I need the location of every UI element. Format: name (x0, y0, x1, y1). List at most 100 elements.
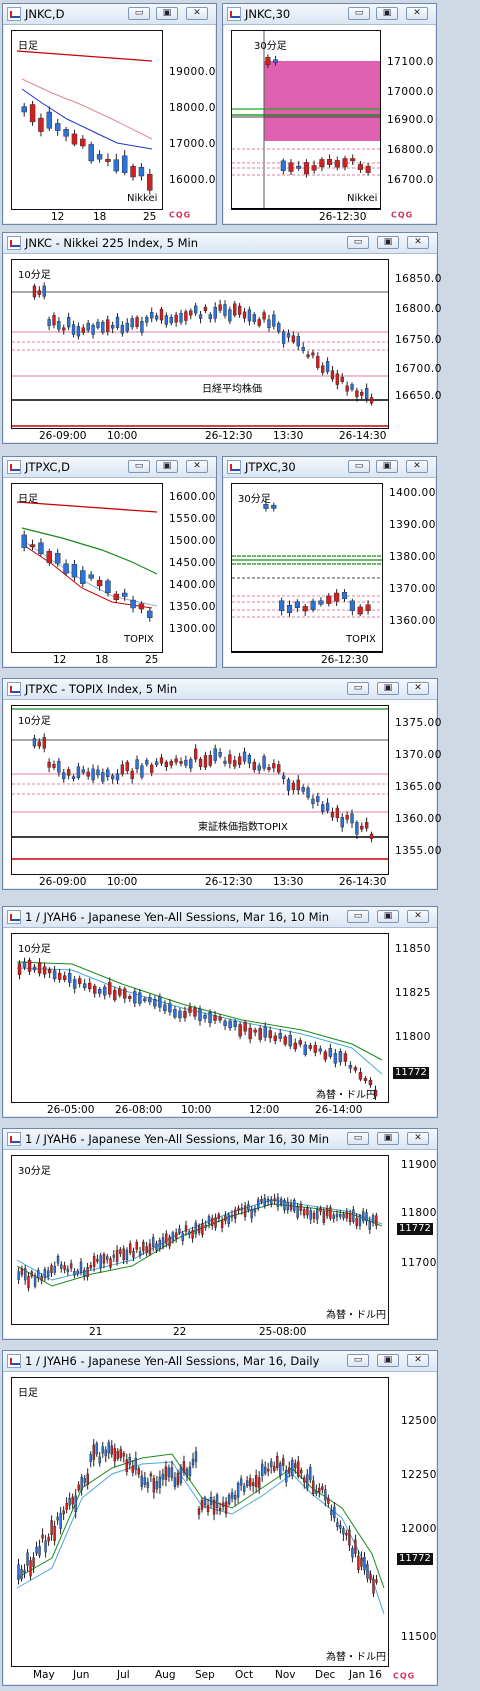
candle-body (98, 989, 102, 994)
candlestick-chart (16, 957, 383, 1101)
candle-body (321, 1486, 324, 1490)
candle-body (168, 1236, 171, 1247)
close-button[interactable]: ✕ (407, 682, 429, 695)
chart-plot[interactable]: 日足 為替・ドル円 (11, 1377, 389, 1667)
titlebar[interactable]: JNKC - Nikkei 225 Index, 5 Min ▭ ▣ ✕ (3, 233, 437, 254)
window-jnkc-30min[interactable]: JNKC,30 ▭ ▣ ✕ 30分足 Nikkei 17100.0 17000.… (222, 3, 437, 225)
minimize-button[interactable]: ▭ (347, 236, 369, 249)
close-button[interactable]: ✕ (407, 1354, 429, 1367)
candle-body (338, 1051, 343, 1063)
candle-body (47, 761, 51, 768)
minimize-button[interactable]: ▭ (347, 1354, 369, 1367)
y-tick: 1390.00 (389, 519, 436, 531)
restore-button[interactable]: ▣ (377, 910, 399, 923)
candle-body (233, 1495, 237, 1500)
candle-body (372, 1579, 375, 1594)
candle-body (96, 769, 100, 776)
candle-body (106, 769, 110, 777)
chart-plot[interactable]: 30分足 為替・ドル円 (11, 1155, 389, 1325)
chart-plot[interactable]: 日足 Nikkei (11, 30, 163, 210)
close-button[interactable]: ✕ (407, 236, 429, 249)
candle-body (306, 1207, 309, 1216)
candle-body (109, 1258, 112, 1268)
minimize-button[interactable]: ▭ (347, 910, 369, 923)
candle-body (355, 390, 359, 397)
candle-body (86, 1473, 89, 1485)
window-title: JTPXC,30 (245, 460, 296, 474)
candle-body (334, 592, 340, 602)
candle-body (373, 1089, 378, 1097)
chart-plot[interactable]: 日足 TOPIX (11, 483, 163, 653)
candle-body (288, 1467, 291, 1474)
candle-body (170, 1467, 174, 1478)
window-topix-5min[interactable]: JTPXC - TOPIX Index, 5 Min ▭ ▣ ✕ 10分足 東証… (2, 678, 441, 890)
candle-body (309, 1466, 312, 1481)
chart-plot[interactable]: 10分足 東証株価指数TOPIX (11, 705, 389, 875)
x-tick: 25 (143, 211, 157, 223)
chart-plot[interactable]: 10分足 日経平均株価 (11, 259, 389, 429)
candle-body (277, 764, 281, 773)
close-button[interactable]: ✕ (406, 7, 428, 20)
candle-body (171, 1232, 175, 1241)
titlebar[interactable]: 1 / JYAH6 - Japanese Yen-All Sessions, M… (3, 1351, 437, 1372)
candle-body (106, 319, 110, 332)
minimize-button[interactable]: ▭ (347, 1132, 369, 1145)
candle-body (83, 1478, 86, 1483)
chart-plot[interactable]: 30分足 Nikkei (231, 30, 381, 210)
minimize-button[interactable]: ▭ (128, 460, 150, 473)
window-jyah6-10min[interactable]: 1 / JYAH6 - Japanese Yen-All Sessions, M… (2, 906, 438, 1118)
candle-body (336, 1522, 339, 1527)
restore-button[interactable]: ▣ (376, 460, 398, 473)
candle-body (332, 1214, 335, 1220)
minimize-button[interactable]: ▭ (347, 682, 369, 695)
titlebar[interactable]: JTPXC,D ▭ ▣ ✕ (3, 457, 216, 478)
candle-body (113, 159, 120, 172)
titlebar[interactable]: 1 / JYAH6 - Japanese Yen-All Sessions, M… (3, 907, 437, 928)
window-jnkc-daily[interactable]: JNKC,D ▭ ▣ ✕ 日足 Nikkei 19000.0 18000.0 1… (2, 3, 217, 225)
candlestick-chart (16, 50, 153, 195)
candle-body (142, 1241, 145, 1252)
candle-body (355, 1217, 358, 1226)
close-button[interactable]: ✕ (406, 460, 428, 473)
window-jyah6-daily[interactable]: 1 / JYAH6 - Japanese Yen-All Sessions, M… (2, 1350, 438, 1686)
candle-body (138, 166, 145, 177)
titlebar[interactable]: JNKC,30 ▭ ▣ ✕ (223, 4, 436, 25)
candle-body (20, 1569, 23, 1580)
window-topix-30min[interactable]: JTPXC,30 ▭ ▣ ✕ 30分足 TOPIX 1400.00 1390.0… (222, 456, 437, 668)
candle-body (91, 768, 95, 781)
candle-body (179, 312, 183, 323)
candle-body (42, 285, 46, 297)
candle-body (311, 352, 315, 356)
minimize-button[interactable]: ▭ (348, 7, 370, 20)
close-button[interactable]: ✕ (186, 7, 208, 20)
restore-button[interactable]: ▣ (377, 1354, 399, 1367)
restore-button[interactable]: ▣ (377, 1132, 399, 1145)
close-button[interactable]: ✕ (407, 1132, 429, 1145)
chart-plot[interactable]: 10分足 為替・ドル円 (11, 933, 389, 1103)
restore-button[interactable]: ▣ (377, 682, 399, 695)
minimize-button[interactable]: ▭ (348, 460, 370, 473)
restore-button[interactable]: ▣ (377, 236, 399, 249)
window-jyah6-30min[interactable]: 1 / JYAH6 - Japanese Yen-All Sessions, M… (2, 1128, 438, 1340)
restore-button[interactable]: ▣ (156, 7, 178, 20)
window-nikkei-5min[interactable]: JNKC - Nikkei 225 Index, 5 Min ▭ ▣ ✕ 10分… (2, 232, 441, 444)
titlebar[interactable]: JTPXC,30 ▭ ▣ ✕ (223, 457, 436, 478)
candle-body (135, 759, 139, 770)
restore-button[interactable]: ▣ (376, 7, 398, 20)
candle-body (62, 772, 66, 780)
candle-body (56, 1516, 59, 1521)
window-topix-daily[interactable]: JTPXC,D ▭ ▣ ✕ 日足 TOPIX 1600.00 1550.00 1… (2, 456, 217, 668)
titlebar[interactable]: JNKC,D ▭ ▣ ✕ (3, 4, 216, 25)
close-button[interactable]: ✕ (186, 460, 208, 473)
restore-button[interactable]: ▣ (156, 460, 178, 473)
titlebar[interactable]: 1 / JYAH6 - Japanese Yen-All Sessions, M… (3, 1129, 437, 1150)
candle-body (357, 164, 363, 170)
close-button[interactable]: ✕ (407, 910, 429, 923)
candle-body (21, 106, 27, 113)
titlebar[interactable]: JTPXC - TOPIX Index, 5 Min ▭ ▣ ✕ (3, 679, 437, 700)
candle-body (130, 770, 134, 780)
candle-body (223, 1020, 227, 1027)
minimize-button[interactable]: ▭ (128, 7, 150, 20)
instrument-tag: 為替・ドル円 (326, 1652, 386, 1663)
chart-plot[interactable]: 30分足 TOPIX (231, 483, 383, 653)
